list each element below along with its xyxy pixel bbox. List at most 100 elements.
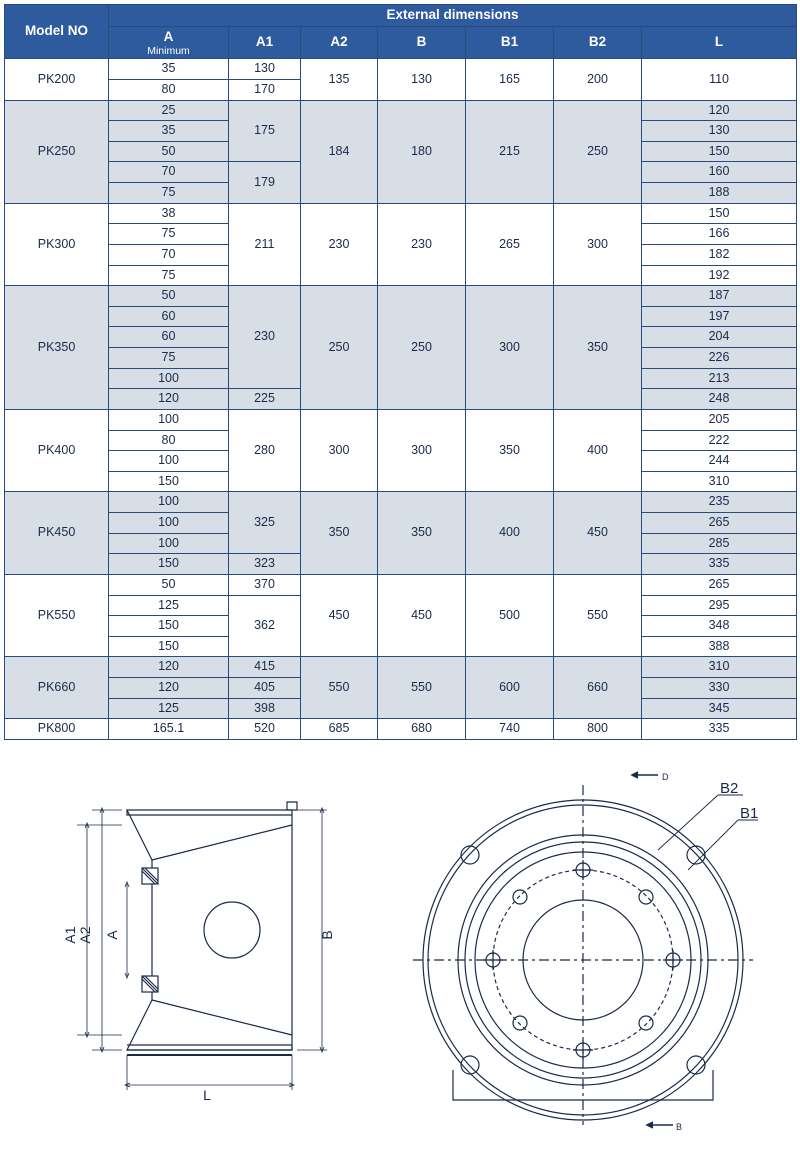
model: PK350 (5, 286, 109, 410)
cell: 75 (109, 348, 229, 369)
cell: 150 (642, 141, 797, 162)
th-b2: B2 (554, 26, 642, 58)
cell: 125 (109, 698, 229, 719)
cell: 450 (378, 574, 466, 657)
cell: 165 (466, 59, 554, 100)
cell: 300 (301, 409, 378, 492)
cell: 388 (642, 636, 797, 657)
dim-b2: B2 (720, 780, 738, 797)
cell: 300 (554, 203, 642, 286)
cell: 100 (109, 368, 229, 389)
cell: 120 (109, 678, 229, 699)
dim-a: A (104, 930, 120, 940)
cell: 200 (554, 59, 642, 100)
cell: 362 (229, 595, 301, 657)
cell: 100 (109, 409, 229, 430)
cell: 348 (642, 616, 797, 637)
cell: 175 (229, 100, 301, 162)
th-b: B (378, 26, 466, 58)
model: PK660 (5, 657, 109, 719)
cell: 685 (301, 719, 378, 740)
cell: 213 (642, 368, 797, 389)
cell: 179 (229, 162, 301, 203)
cell: 100 (109, 451, 229, 472)
cell: 70 (109, 244, 229, 265)
cell: 80 (109, 430, 229, 451)
side-view-diagram: A2 A1 A B L (32, 780, 352, 1130)
cell: 400 (466, 492, 554, 575)
cell: 250 (554, 100, 642, 203)
cell: 285 (642, 533, 797, 554)
cell: 165.1 (109, 719, 229, 740)
cell: 130 (642, 121, 797, 142)
cell: 248 (642, 389, 797, 410)
cell: 75 (109, 183, 229, 204)
cell: 310 (642, 657, 797, 678)
cell: 405 (229, 678, 301, 699)
cell: 182 (642, 244, 797, 265)
cell: 295 (642, 595, 797, 616)
cell: 350 (378, 492, 466, 575)
cell: 800 (554, 719, 642, 740)
cell: 230 (229, 286, 301, 389)
cell: 135 (301, 59, 378, 100)
cell: 170 (229, 79, 301, 100)
cell: 150 (109, 471, 229, 492)
th-ext: External dimensions (109, 5, 797, 27)
cell: 323 (229, 554, 301, 575)
cell: 230 (301, 203, 378, 286)
dim-a1: A1 (62, 926, 78, 943)
th-a2: A2 (301, 26, 378, 58)
cell: 150 (642, 203, 797, 224)
cell: 450 (554, 492, 642, 575)
cell: 100 (109, 513, 229, 534)
cell: 75 (109, 265, 229, 286)
cell: 680 (378, 719, 466, 740)
cell: 180 (378, 100, 466, 203)
th-model: Model NO (5, 5, 109, 59)
cell: 235 (642, 492, 797, 513)
cell: 80 (109, 79, 229, 100)
dimensions-table: Model NO External dimensions AMinimum A1… (4, 4, 797, 740)
cell: 125 (109, 595, 229, 616)
cell: 192 (642, 265, 797, 286)
cell: 250 (301, 286, 378, 410)
cell: 211 (229, 203, 301, 286)
cell: 345 (642, 698, 797, 719)
flange-view-diagram: B2 B1 D B (398, 770, 768, 1140)
cell: 50 (109, 574, 229, 595)
cell: 450 (301, 574, 378, 657)
cell: 250 (378, 286, 466, 410)
cell: 280 (229, 409, 301, 492)
cell: 370 (229, 574, 301, 595)
cell: 660 (554, 657, 642, 719)
dim-a2: A2 (77, 926, 93, 943)
model: PK550 (5, 574, 109, 657)
model: PK450 (5, 492, 109, 575)
cell: 265 (466, 203, 554, 286)
cell: 222 (642, 430, 797, 451)
cell: 215 (466, 100, 554, 203)
cell: 35 (109, 121, 229, 142)
cell: 300 (466, 286, 554, 410)
cell: 500 (466, 574, 554, 657)
cell: 330 (642, 678, 797, 699)
cell: 150 (109, 554, 229, 575)
cell: 110 (642, 59, 797, 100)
cell: 150 (109, 636, 229, 657)
cell: 120 (109, 657, 229, 678)
dim-b1: B1 (740, 805, 758, 822)
cell: 25 (109, 100, 229, 121)
cell: 226 (642, 348, 797, 369)
cell: 35 (109, 59, 229, 80)
svg-text:D: D (662, 772, 669, 782)
cell: 120 (109, 389, 229, 410)
diagrams-row: A2 A1 A B L (4, 740, 796, 1150)
model: PK800 (5, 719, 109, 740)
cell: 188 (642, 183, 797, 204)
cell: 120 (642, 100, 797, 121)
cell: 204 (642, 327, 797, 348)
cell: 310 (642, 471, 797, 492)
cell: 350 (554, 286, 642, 410)
cell: 205 (642, 409, 797, 430)
